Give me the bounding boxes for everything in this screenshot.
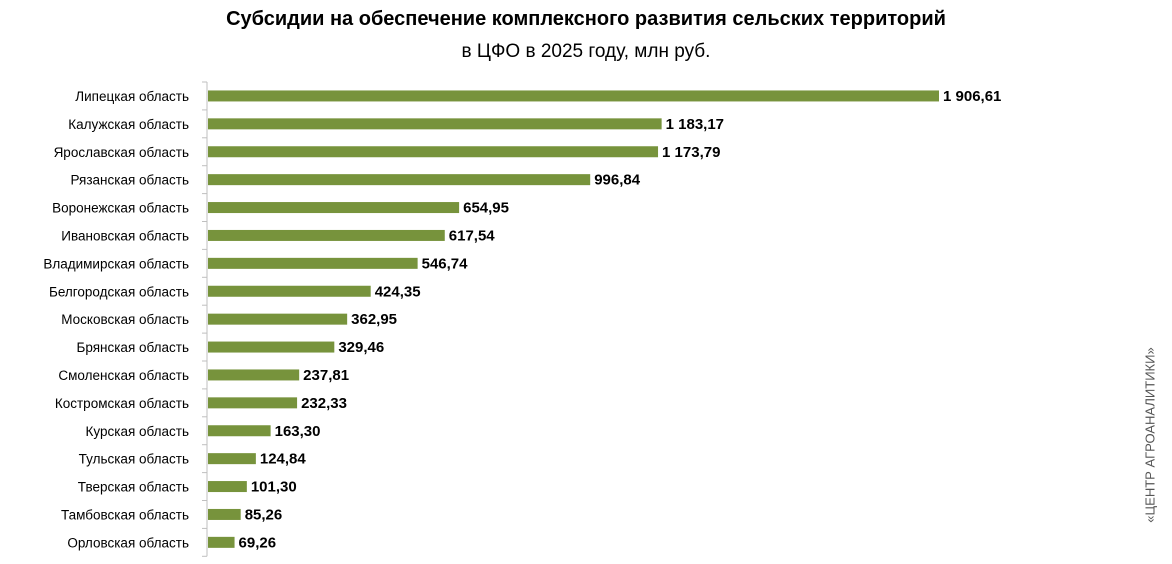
value-label: 101,30: [251, 479, 297, 496]
category-label: Ярославская область: [54, 145, 189, 160]
bar: [208, 397, 298, 409]
value-label: 237,81: [303, 367, 349, 384]
bar: [208, 341, 335, 353]
value-label: 617,54: [449, 227, 496, 244]
bar: [208, 146, 659, 158]
category-label: Орловская область: [67, 535, 189, 550]
bar: [208, 425, 271, 437]
value-label: 124,84: [260, 451, 307, 468]
bar: [208, 285, 371, 297]
value-label: 1 183,17: [666, 116, 724, 133]
value-label: 996,84: [594, 172, 641, 189]
value-label: 424,35: [375, 283, 421, 300]
bar: [208, 118, 662, 130]
category-label: Тверская область: [78, 480, 189, 495]
value-label: 329,46: [338, 339, 384, 356]
value-label: 654,95: [463, 200, 509, 217]
bar: [208, 229, 445, 241]
category-label: Ивановская область: [61, 228, 189, 243]
category-label: Липецкая область: [75, 89, 189, 104]
chart-title: Субсидии на обеспечение комплексного раз…: [226, 8, 946, 30]
category-label: Владимирская область: [43, 256, 189, 271]
bar: [208, 174, 591, 186]
value-label: 85,26: [245, 506, 283, 523]
value-label: 232,33: [301, 395, 347, 412]
bar: [208, 453, 256, 465]
category-label: Смоленская область: [58, 368, 189, 383]
bar: [208, 257, 418, 269]
category-label: Костромская область: [55, 396, 189, 411]
category-label: Московская область: [61, 312, 189, 327]
category-label: Воронежская область: [52, 201, 189, 216]
bar: [208, 202, 460, 214]
bar: [208, 369, 300, 381]
value-label: 546,74: [422, 255, 469, 272]
category-label: Тамбовская область: [61, 507, 189, 522]
category-label: Калужская область: [68, 117, 189, 132]
value-label: 362,95: [351, 311, 397, 328]
bar: [208, 481, 247, 493]
category-label: Курская область: [86, 424, 189, 439]
value-label: 69,26: [239, 534, 277, 551]
bar: [208, 90, 939, 102]
category-label: Тульская область: [79, 452, 189, 467]
bar: [208, 508, 241, 520]
value-label: 163,30: [275, 423, 321, 440]
value-label: 1 906,61: [943, 88, 1001, 105]
category-label: Белгородская область: [49, 284, 189, 299]
value-label: 1 173,79: [662, 144, 720, 161]
bar: [208, 536, 235, 548]
chart-subtitle: в ЦФО в 2025 году, млн руб.: [461, 41, 711, 62]
category-label: Рязанская область: [70, 173, 189, 188]
bar: [208, 313, 348, 325]
category-label: Брянская область: [77, 340, 190, 355]
